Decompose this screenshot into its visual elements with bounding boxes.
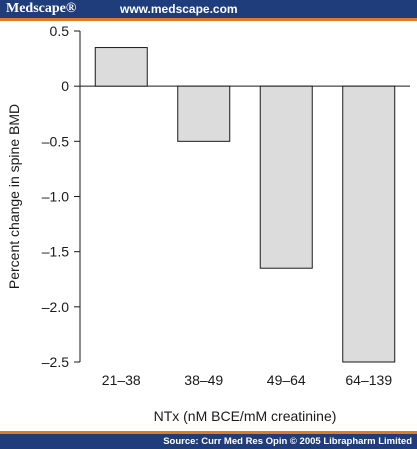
source-citation: Source: Curr Med Res Opin © 2005 Libraph…	[163, 436, 412, 447]
brand-logo: Medscape®	[6, 1, 77, 16]
y-axis-ticks: 0.5 0 –0.5 –1.0 –1.5 –2.0 –2.5	[42, 23, 80, 370]
x-axis-title: NTx (nM BCE/mM creatinine)	[154, 408, 337, 424]
x-tick-label: 21–38	[102, 372, 141, 388]
y-tick-label: –2.5	[42, 354, 69, 370]
bar	[177, 85, 231, 142]
y-tick-label: –1.0	[42, 189, 69, 205]
x-tick-label: 49–64	[267, 372, 306, 388]
y-tick-label: –1.5	[42, 244, 69, 260]
bar	[342, 85, 396, 363]
chart-bars	[94, 47, 396, 363]
x-tick-label: 38–49	[184, 372, 223, 388]
footer-banner: Source: Curr Med Res Opin © 2005 Libraph…	[0, 434, 417, 449]
x-tick-label: 64–139	[345, 372, 392, 388]
header-accent-stripe	[0, 18, 417, 21]
bar	[259, 85, 313, 269]
x-axis-ticks: 21–38 38–49 49–64 64–139	[102, 372, 393, 388]
header-banner: Medscape® www.medscape.com	[0, 0, 417, 18]
bar	[94, 47, 148, 87]
footer-accent-stripe	[0, 431, 417, 434]
y-tick-label: –2.0	[42, 299, 69, 315]
y-axis-title: Percent change in spine BMD	[6, 104, 22, 289]
y-tick-label: –0.5	[42, 133, 69, 149]
y-tick-label: 0.5	[50, 23, 70, 39]
y-tick-label: 0	[61, 78, 69, 94]
site-url[interactable]: www.medscape.com	[120, 2, 238, 16]
